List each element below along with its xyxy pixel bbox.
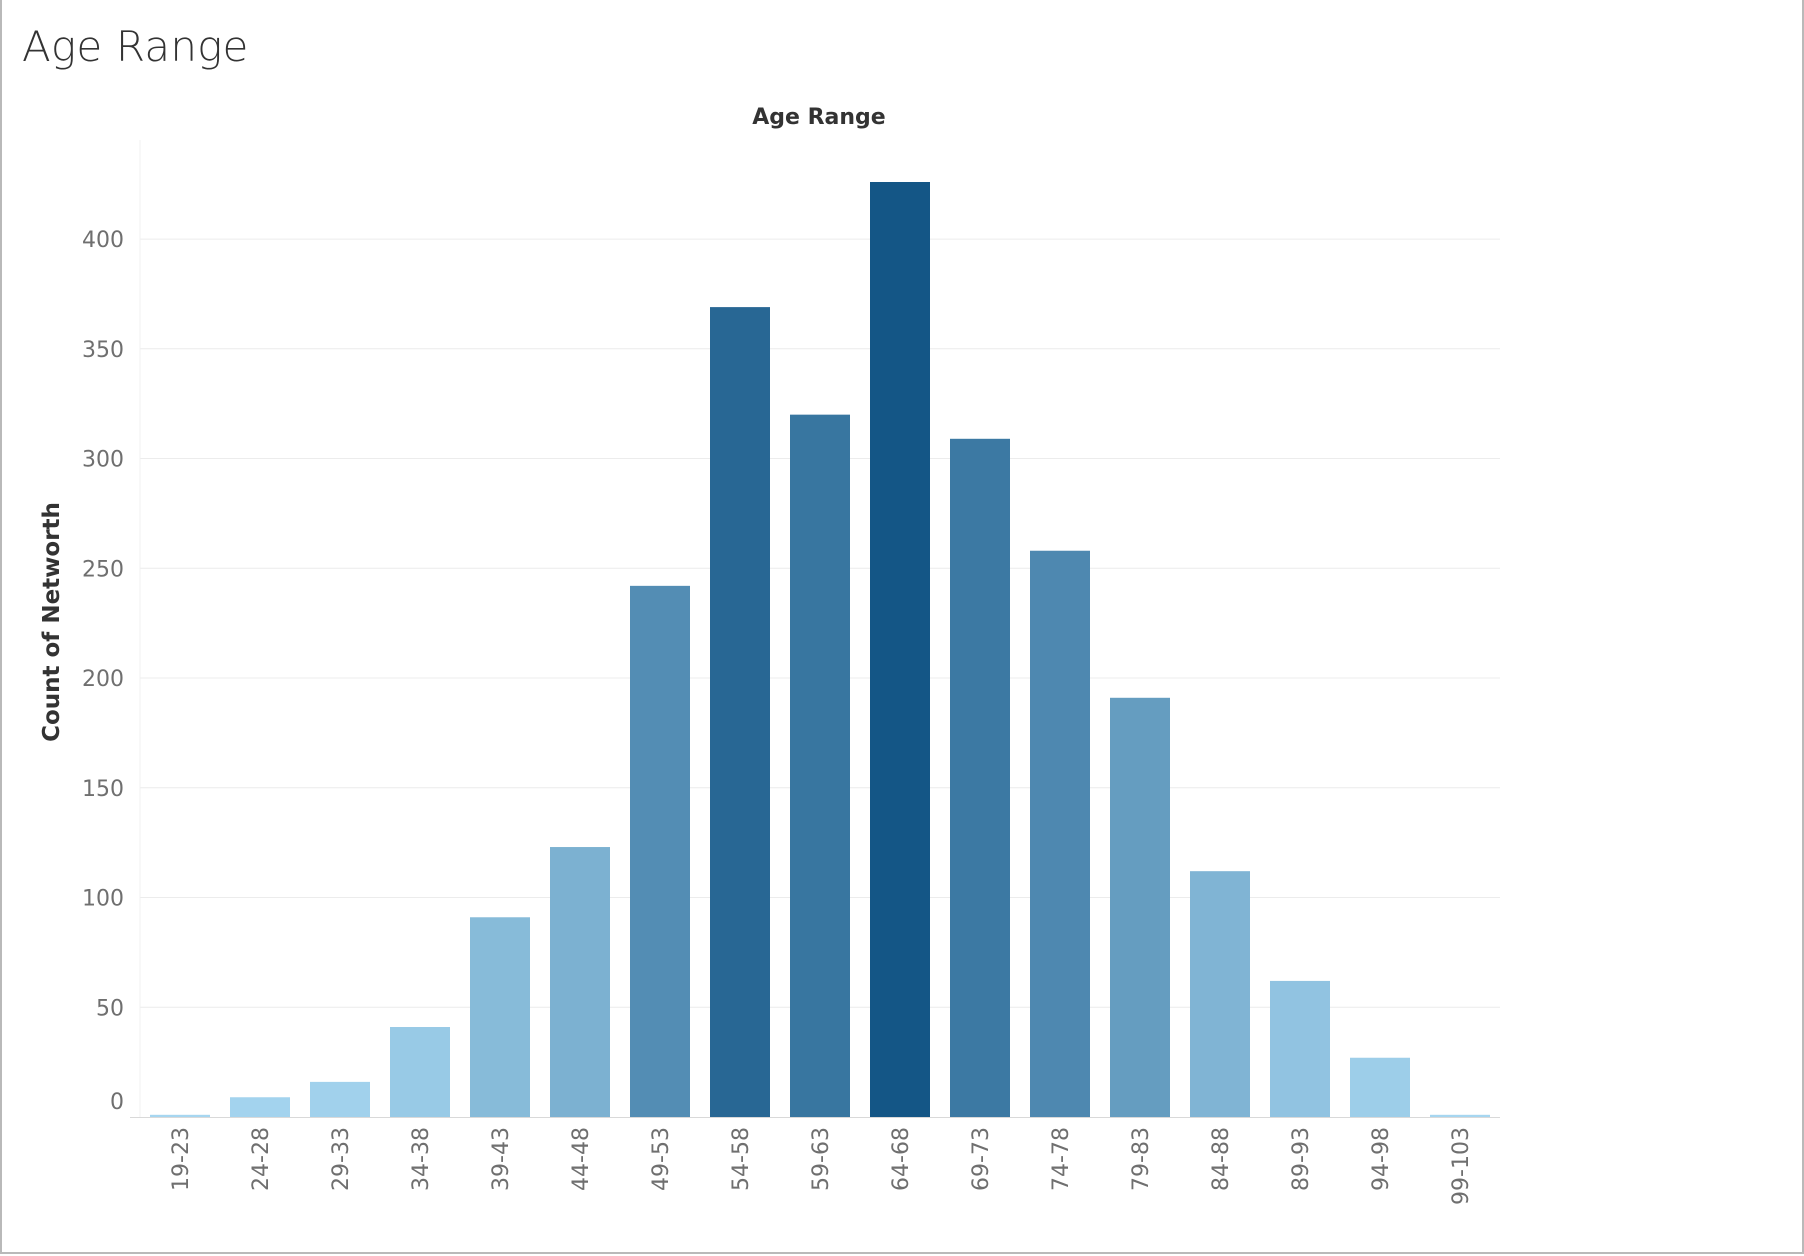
x-tick-label: 94-98 — [1369, 1127, 1394, 1191]
chart-title: Age Range — [752, 105, 885, 130]
y-tick-label: 250 — [82, 557, 124, 582]
bar-84-88[interactable] — [1190, 871, 1250, 1117]
x-tick-label: 79-83 — [1129, 1127, 1154, 1191]
x-tick-label: 64-68 — [889, 1127, 914, 1191]
sheet-title: Age Range — [22, 22, 249, 71]
x-tick-label: 24-28 — [249, 1127, 274, 1191]
bar-24-28[interactable] — [230, 1097, 290, 1117]
y-tick-label: 400 — [82, 228, 124, 253]
y-tick-label: 300 — [82, 448, 124, 473]
x-tick-label: 59-63 — [809, 1127, 834, 1191]
bar-49-53[interactable] — [630, 585, 690, 1117]
y-tick-label: 50 — [96, 996, 124, 1021]
x-tick-label: 99-103 — [1449, 1127, 1474, 1205]
bar-89-93[interactable] — [1270, 980, 1330, 1117]
bar-74-78[interactable] — [1030, 550, 1090, 1117]
y-axis-label: Count of Networth — [39, 502, 65, 742]
y-tick-label: 350 — [82, 338, 124, 363]
y-axis-ticks: 0 50 100 150 200 250 300 350 400 — [82, 228, 124, 1115]
bar-59-63[interactable] — [790, 414, 850, 1117]
bar-44-48[interactable] — [550, 847, 610, 1117]
y-tick-label: 100 — [82, 887, 124, 912]
bar-19-23[interactable] — [150, 1114, 210, 1117]
bar-79-83[interactable] — [1110, 697, 1170, 1117]
x-tick-label: 39-43 — [489, 1127, 514, 1191]
x-tick-label: 29-33 — [329, 1127, 354, 1191]
x-tick-label: 49-53 — [649, 1127, 674, 1191]
x-tick-label: 54-58 — [729, 1127, 754, 1191]
x-tick-label: 19-23 — [169, 1127, 194, 1191]
x-tick-label: 69-73 — [969, 1127, 994, 1191]
x-tick-label: 34-38 — [409, 1127, 434, 1191]
x-tick-label: 44-48 — [569, 1127, 594, 1191]
bar-39-43[interactable] — [470, 917, 530, 1117]
x-tick-label: 89-93 — [1289, 1127, 1314, 1191]
bars — [150, 182, 1490, 1118]
y-tick-label: 150 — [82, 777, 124, 802]
bar-94-98[interactable] — [1350, 1057, 1410, 1117]
bar-99-103[interactable] — [1430, 1114, 1490, 1117]
y-tick-label: 0 — [110, 1090, 124, 1115]
bar-64-68[interactable] — [870, 182, 930, 1117]
bar-54-58[interactable] — [710, 307, 770, 1118]
bar-69-73[interactable] — [950, 438, 1010, 1117]
x-tick-label: 74-78 — [1049, 1127, 1074, 1191]
bar-34-38[interactable] — [390, 1027, 450, 1117]
y-tick-label: 200 — [82, 667, 124, 692]
bar-29-33[interactable] — [310, 1081, 370, 1117]
x-tick-label: 84-88 — [1209, 1127, 1234, 1191]
x-axis-ticks: 19-23 24-28 29-33 34-38 39-43 44-48 49-53 54-58… — [169, 1127, 1474, 1205]
